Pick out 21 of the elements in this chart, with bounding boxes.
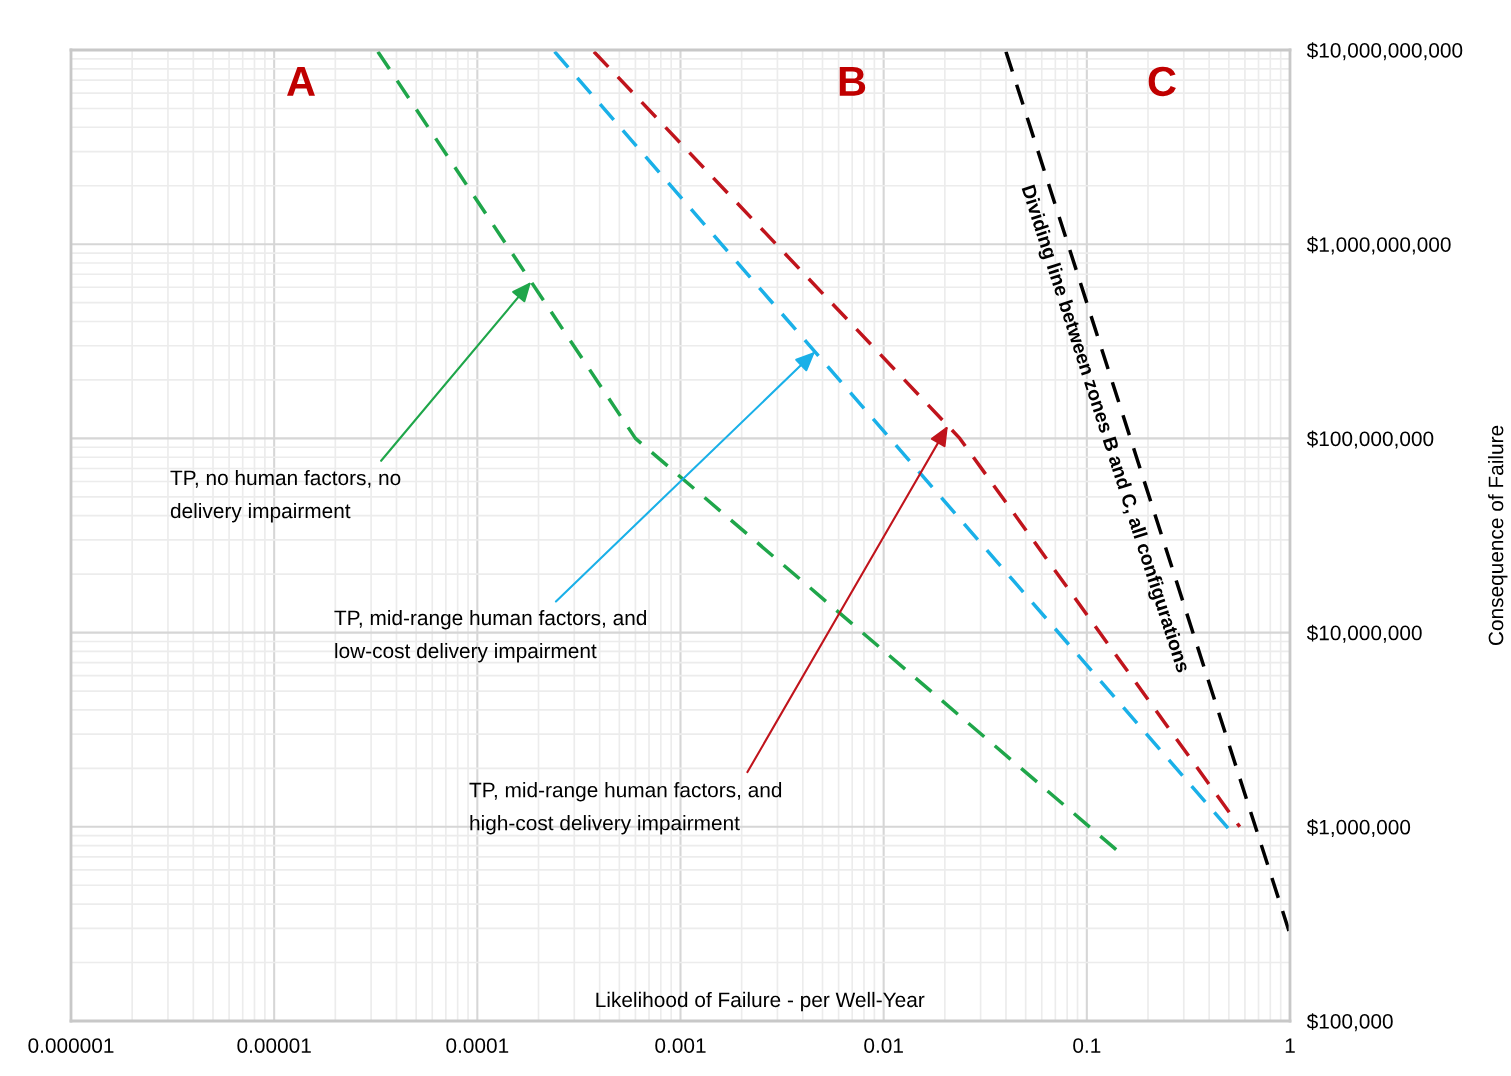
x-tick-label: 0.00001 <box>237 1038 311 1053</box>
y-tick-label: $100,000 <box>1306 1013 1393 1032</box>
annotation: TP, mid-range human factors, and high-cost delivery impairment <box>469 782 782 835</box>
x-tick-label: 1 <box>1285 1038 1295 1053</box>
x-tick-label: 0.01 <box>864 1038 903 1053</box>
annotation: C <box>1148 66 1176 97</box>
x-tick-label: 0.1 <box>1073 1038 1101 1053</box>
y-tick-label: $1,000,000 <box>1306 818 1411 838</box>
annotation: A <box>287 67 315 96</box>
annotation: TP, no human factors, no delivery impairment <box>170 469 401 523</box>
x-tick-label: 0.001 <box>655 1038 706 1053</box>
x-tick-label: 0.0001 <box>446 1038 509 1053</box>
y-tick-label: $10,000,000 <box>1306 624 1422 643</box>
annotation: TP, mid-range human factors, and low-cost delivery impairment <box>334 609 647 663</box>
y-tick-label: $10,000,000,000 <box>1306 42 1463 61</box>
x-tick-label: 0.000001 <box>28 1038 114 1053</box>
y-tick-label: $100,000,000 <box>1306 430 1434 449</box>
y-axis-title: Consequence of Failure <box>1488 425 1508 646</box>
y-tick-label: $1,000,000,000 <box>1306 236 1451 255</box>
x-axis-title: Likelihood of Failure - per Well-Year <box>596 991 925 1012</box>
annotation: B <box>839 67 866 96</box>
